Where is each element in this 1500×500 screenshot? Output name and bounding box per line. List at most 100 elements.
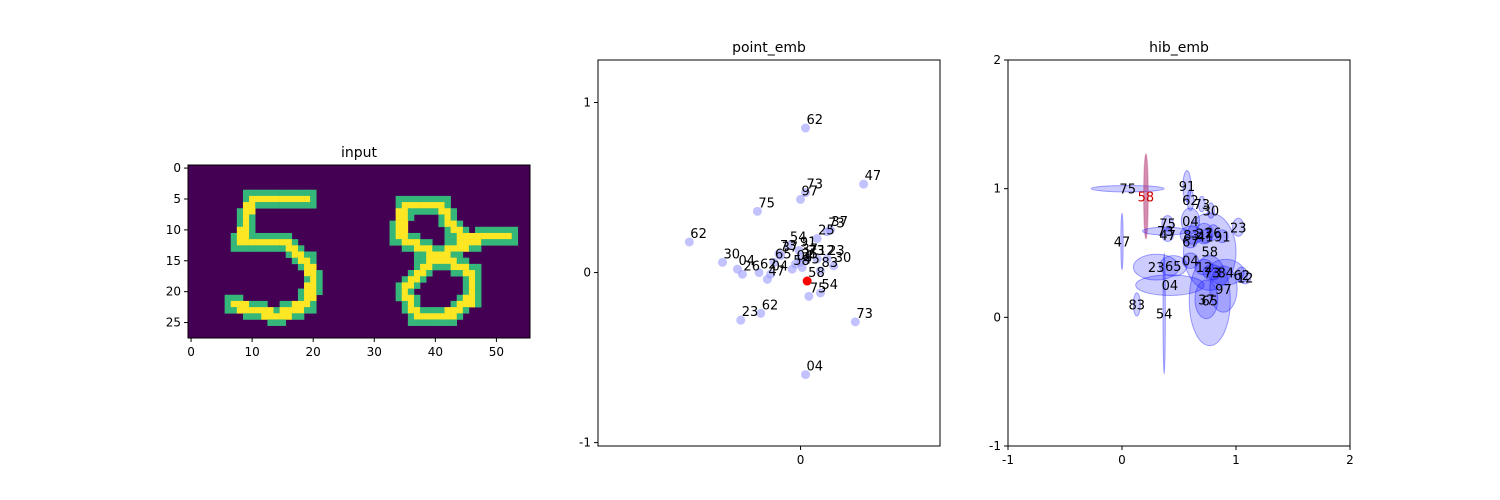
pixel	[462, 232, 470, 240]
pixel	[230, 232, 238, 240]
pixel	[438, 319, 445, 326]
pixel	[450, 313, 458, 320]
pixel	[432, 251, 439, 258]
pixel	[413, 313, 421, 320]
pixel	[401, 195, 409, 203]
pixel	[420, 263, 427, 271]
point-label: 91	[800, 235, 817, 250]
pixel	[310, 307, 317, 314]
pixel	[475, 239, 482, 246]
pixel	[304, 307, 311, 314]
point-label: 25	[802, 247, 819, 262]
pixel	[456, 220, 464, 228]
pixel	[468, 239, 476, 246]
embedding-ellipse	[1132, 253, 1180, 281]
pixel	[420, 276, 427, 283]
pixel	[291, 307, 299, 314]
pixel	[310, 282, 317, 289]
plot-area	[598, 60, 940, 446]
pixel	[401, 214, 409, 221]
pixel	[444, 245, 451, 252]
embedding-point	[801, 370, 811, 380]
pixel	[249, 189, 256, 197]
embedding-ellipse	[1162, 252, 1166, 375]
pixel	[420, 195, 427, 203]
pixel	[230, 307, 238, 314]
pixel	[261, 300, 268, 308]
pixel	[407, 239, 415, 246]
pixel	[450, 220, 458, 228]
pixel	[389, 239, 396, 246]
pixel	[249, 239, 256, 246]
pixel	[462, 288, 470, 296]
pixel	[304, 202, 311, 209]
embedding-ellipse	[1235, 266, 1248, 284]
ellipse-label: 47	[1159, 229, 1176, 244]
axes-frame	[597, 59, 941, 447]
pixel	[304, 294, 311, 302]
pixel	[450, 226, 458, 234]
pixel	[432, 208, 439, 215]
pixel	[285, 202, 293, 209]
point-label: 04	[807, 360, 824, 375]
pixel	[297, 251, 305, 258]
ellipse-label: 62	[1182, 194, 1199, 209]
pixel	[255, 245, 262, 252]
pixel	[310, 202, 317, 209]
pixel	[261, 245, 268, 252]
point-label: 62	[760, 258, 777, 273]
pixel	[395, 232, 403, 240]
pixel	[395, 282, 403, 289]
point-label: 62	[762, 298, 779, 313]
pixel	[401, 300, 409, 308]
point-label: 37	[782, 241, 799, 256]
point-label: 04	[738, 254, 755, 269]
pixel	[462, 239, 470, 246]
y-tick-label: 20	[166, 285, 181, 299]
pixel	[426, 239, 433, 246]
pixel	[444, 313, 451, 320]
pixel	[279, 239, 287, 246]
y-tick-label: -1	[989, 439, 1001, 453]
pixel	[279, 202, 287, 209]
pixel	[304, 282, 311, 289]
point-label: 12	[818, 244, 835, 259]
pixel	[273, 195, 280, 203]
embedding-point	[769, 257, 779, 267]
pixel	[413, 300, 421, 308]
pixel	[297, 307, 305, 314]
pixel	[420, 239, 427, 246]
pixel	[475, 263, 482, 271]
pixel	[438, 208, 445, 215]
pixel	[255, 239, 262, 246]
pixel	[255, 307, 262, 314]
pixel	[450, 319, 458, 326]
pixel	[407, 282, 415, 289]
pixel	[297, 313, 305, 320]
pixel	[279, 245, 287, 252]
pixel	[426, 251, 433, 258]
embedding-ellipse	[1207, 224, 1220, 241]
embedding-ellipse	[1194, 258, 1214, 276]
pixel	[224, 307, 232, 314]
pixel	[432, 263, 439, 271]
pixel	[468, 294, 476, 302]
x-tick-label: 30	[367, 345, 382, 359]
x-tick-label: 0	[187, 345, 195, 359]
pixel	[316, 282, 323, 289]
pixel	[249, 300, 256, 308]
pixel	[249, 208, 256, 215]
pixel	[249, 214, 256, 221]
pixel	[249, 195, 256, 203]
pixel	[273, 189, 280, 197]
pixel	[475, 282, 482, 289]
ellipse-label: 65	[1202, 295, 1219, 310]
pixel	[432, 319, 439, 326]
pixel	[493, 239, 500, 246]
point-label: 30	[724, 247, 741, 262]
embedding-point	[815, 288, 825, 298]
pixel	[456, 232, 464, 240]
ellipse-label: 04	[1182, 255, 1199, 270]
pixel	[255, 300, 262, 308]
